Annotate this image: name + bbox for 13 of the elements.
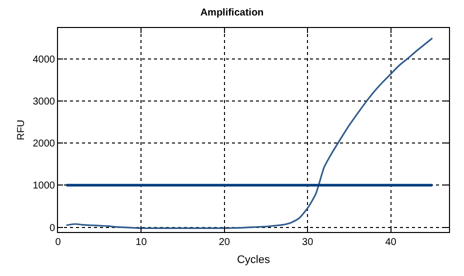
x-axis-title: Cycles [236, 254, 270, 266]
x-tick-label: 20 [218, 237, 230, 248]
y-tick-label: 1000 [32, 180, 56, 192]
x-tick-label: 40 [385, 237, 397, 248]
chart-title: Amplification [200, 7, 264, 18]
y-axis-title: RFU [16, 120, 27, 140]
x-tick-label: 10 [136, 237, 148, 248]
y-tick-label: 2000 [32, 138, 56, 150]
y-tick-label: 4000 [32, 54, 56, 66]
y-tick-label: 0 [49, 222, 56, 234]
y-tick-label: 3000 [32, 96, 56, 108]
x-tick-label: 30 [302, 237, 314, 248]
line-series [66, 37, 434, 230]
